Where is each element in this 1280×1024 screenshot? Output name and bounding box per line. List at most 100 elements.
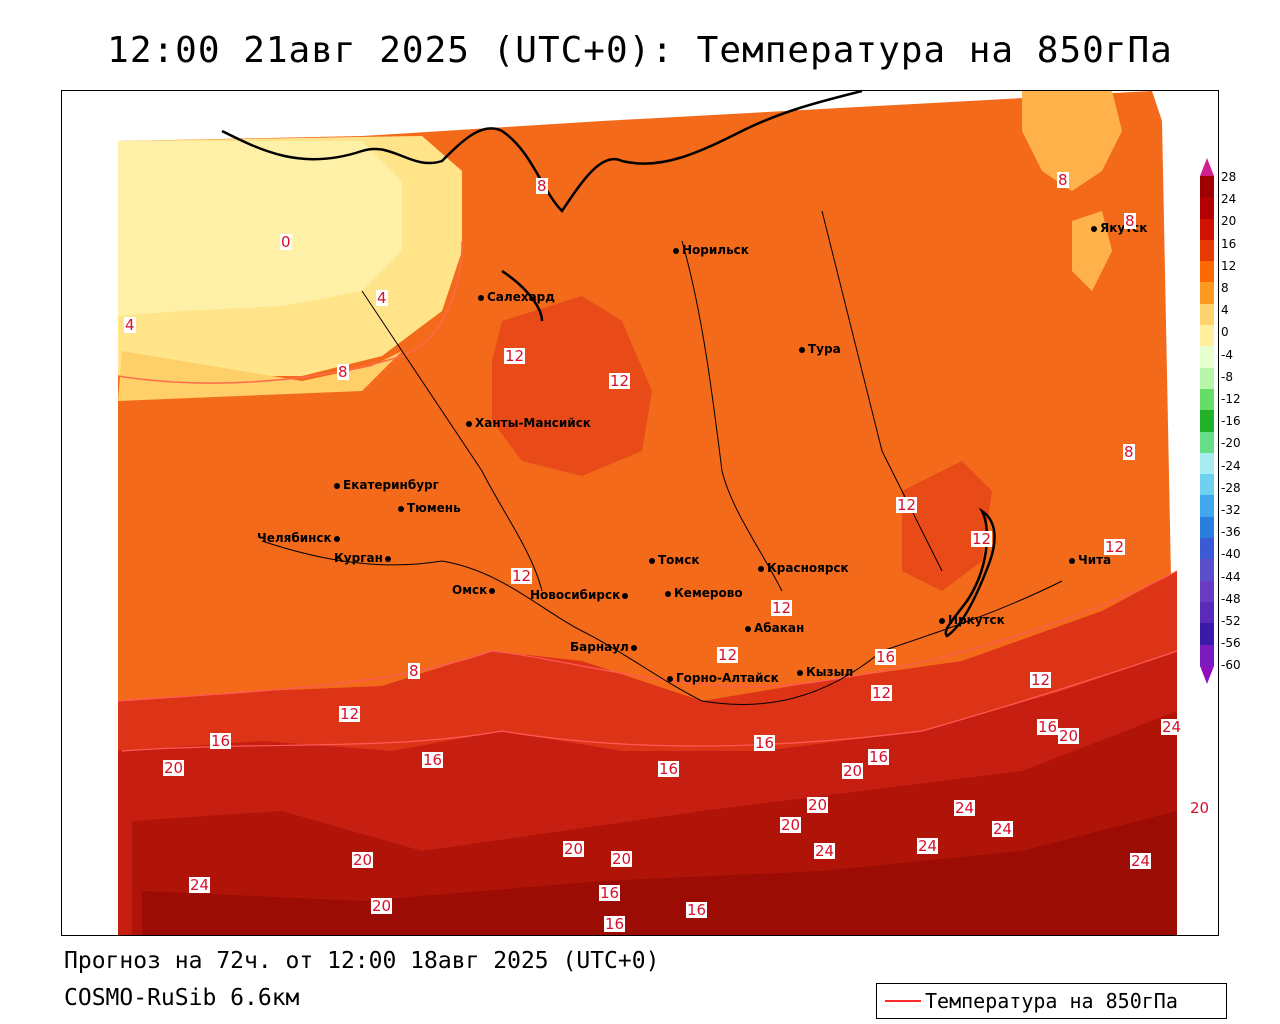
legend-label: Температура на 850гПа (925, 989, 1178, 1013)
colorbar-segment (1200, 431, 1214, 453)
colorbar-tick-label: -24 (1221, 458, 1241, 473)
colorbar-segment (1200, 601, 1214, 624)
map-area[interactable]: Норильск Якутск Салехард Тура Ханты-Манс… (61, 90, 1219, 936)
model-name: COSMO-RuSib 6.6км (64, 985, 300, 1011)
isotherm-label: 12 (609, 372, 631, 390)
colorbar-segment (1200, 580, 1214, 602)
isotherm-label: 20 (352, 851, 374, 869)
colorbar-tick-label: -32 (1221, 503, 1241, 517)
colorbar-tick-label: -60 (1221, 658, 1241, 673)
isotherm-label: 16 (604, 915, 626, 933)
temperature-field (62, 91, 1218, 935)
city-tura: Тура (799, 342, 841, 356)
isotherm-label: 0 (280, 233, 292, 251)
colorbar-tick-label: -8 (1221, 369, 1233, 384)
isotherm-label: 8 (1123, 443, 1135, 461)
city-tomsk: Томск (649, 553, 700, 567)
isotherm-label: 12 (1030, 671, 1052, 689)
colorbar-segment (1200, 176, 1214, 198)
colorbar-segment (1200, 452, 1214, 475)
colorbar-segment (1200, 623, 1214, 645)
isotherm-label: 24 (917, 837, 939, 855)
colorbar-segment (1200, 197, 1214, 219)
city-marker-icon (665, 590, 671, 597)
isotherm-label: 4 (124, 316, 136, 334)
isotherm-label: 12 (339, 705, 361, 723)
colorbar-bottom-arrow-icon (1200, 665, 1214, 684)
isotherm-label: 8 (536, 177, 548, 195)
city-marker-icon (384, 555, 391, 562)
colorbar-tick-label: -36 (1221, 525, 1241, 540)
city-marker-icon (1069, 557, 1075, 564)
isotherm-label: 16 (686, 901, 708, 919)
isotherm-label: 16 (875, 648, 897, 666)
city-yekaterinburg: Екатеринбург (334, 478, 439, 492)
isotherm-label: 16 (868, 748, 890, 766)
colorbar-segment (1200, 325, 1214, 347)
city-kemerovo: Кемерово (665, 586, 743, 600)
colorbar-segment (1200, 644, 1214, 666)
city-marker-icon (797, 669, 803, 676)
isotherm-label: 12 (971, 530, 993, 548)
colorbar-tick-label: 20 (1221, 214, 1237, 229)
colorbar-tick-label: 16 (1221, 236, 1237, 251)
isotherm-label: 12 (717, 646, 739, 664)
isotherm-label: 8 (1057, 171, 1069, 189)
city-chita: Чита (1069, 553, 1111, 567)
colorbar-segment (1200, 261, 1214, 283)
isotherm-label: 20 (780, 816, 802, 834)
colorbar-segment (1200, 367, 1214, 389)
colorbar-segment (1200, 239, 1214, 262)
isotherm-label: 20 (563, 840, 585, 858)
city-salekhard: Салехард (478, 290, 555, 304)
isotherm-label: 20 (163, 759, 185, 777)
legend: Температура на 850гПа (876, 983, 1227, 1019)
isotherm-label: 16 (599, 884, 621, 902)
isotherm-label: 24 (1130, 852, 1152, 870)
colorbar-segment (1200, 218, 1214, 240)
city-norilsk: Норильск (673, 243, 749, 257)
isotherm-label: 12 (771, 599, 793, 617)
colorbar-top-arrow-icon (1200, 158, 1214, 176)
isotherm-label: 20 (611, 850, 633, 868)
city-marker-icon (939, 617, 945, 624)
city-abakan: Абакан (745, 621, 804, 635)
colorbar-tick-label: 24 (1221, 192, 1237, 207)
city-marker-icon (466, 420, 472, 427)
colorbar-segment (1200, 303, 1214, 326)
city-omsk: Омск (452, 583, 498, 597)
colorbar-tick-label: -48 (1221, 591, 1241, 606)
colorbar-tick-label: -56 (1221, 636, 1241, 651)
colorbar-tick-label: 12 (1221, 258, 1237, 273)
city-kyzyl: Кызыл (797, 665, 853, 679)
city-marker-icon (622, 592, 629, 599)
city-marker-icon (745, 625, 751, 632)
isotherm-label: 16 (210, 732, 232, 750)
city-marker-icon (799, 346, 805, 353)
isotherm-label: 12 (871, 684, 893, 702)
colorbar-segment (1200, 559, 1214, 581)
isotherm-label: 12 (511, 567, 533, 585)
isotherm-label: 16 (658, 760, 680, 778)
isotherm-label: 20 (1189, 799, 1211, 817)
city-marker-icon (649, 557, 655, 564)
colorbar-tick-label: -40 (1221, 547, 1241, 562)
isotherm-label: 20 (842, 762, 864, 780)
isotherm-label: 24 (1161, 718, 1183, 736)
colorbar-tick-label: 0 (1221, 325, 1229, 340)
city-krasnoyarsk: Красноярск (758, 561, 849, 575)
colorbar-segment (1200, 346, 1214, 368)
isotherm-label: 16 (754, 734, 776, 752)
city-marker-icon (398, 505, 404, 512)
colorbar-tick-label: 4 (1221, 303, 1229, 318)
isotherm-label: 24 (189, 876, 211, 894)
isotherm-label: 16 (1037, 718, 1059, 736)
city-irkutsk: Иркутск (939, 613, 1005, 627)
colorbar (1200, 158, 1214, 684)
colorbar-segment (1200, 388, 1214, 411)
isotherm-label: 24 (814, 842, 836, 860)
legend-line-swatch (885, 1000, 921, 1002)
city-tyumen: Тюмень (398, 501, 461, 515)
colorbar-tick-label: 8 (1221, 281, 1229, 295)
colorbar-tick-label: -16 (1221, 414, 1241, 429)
